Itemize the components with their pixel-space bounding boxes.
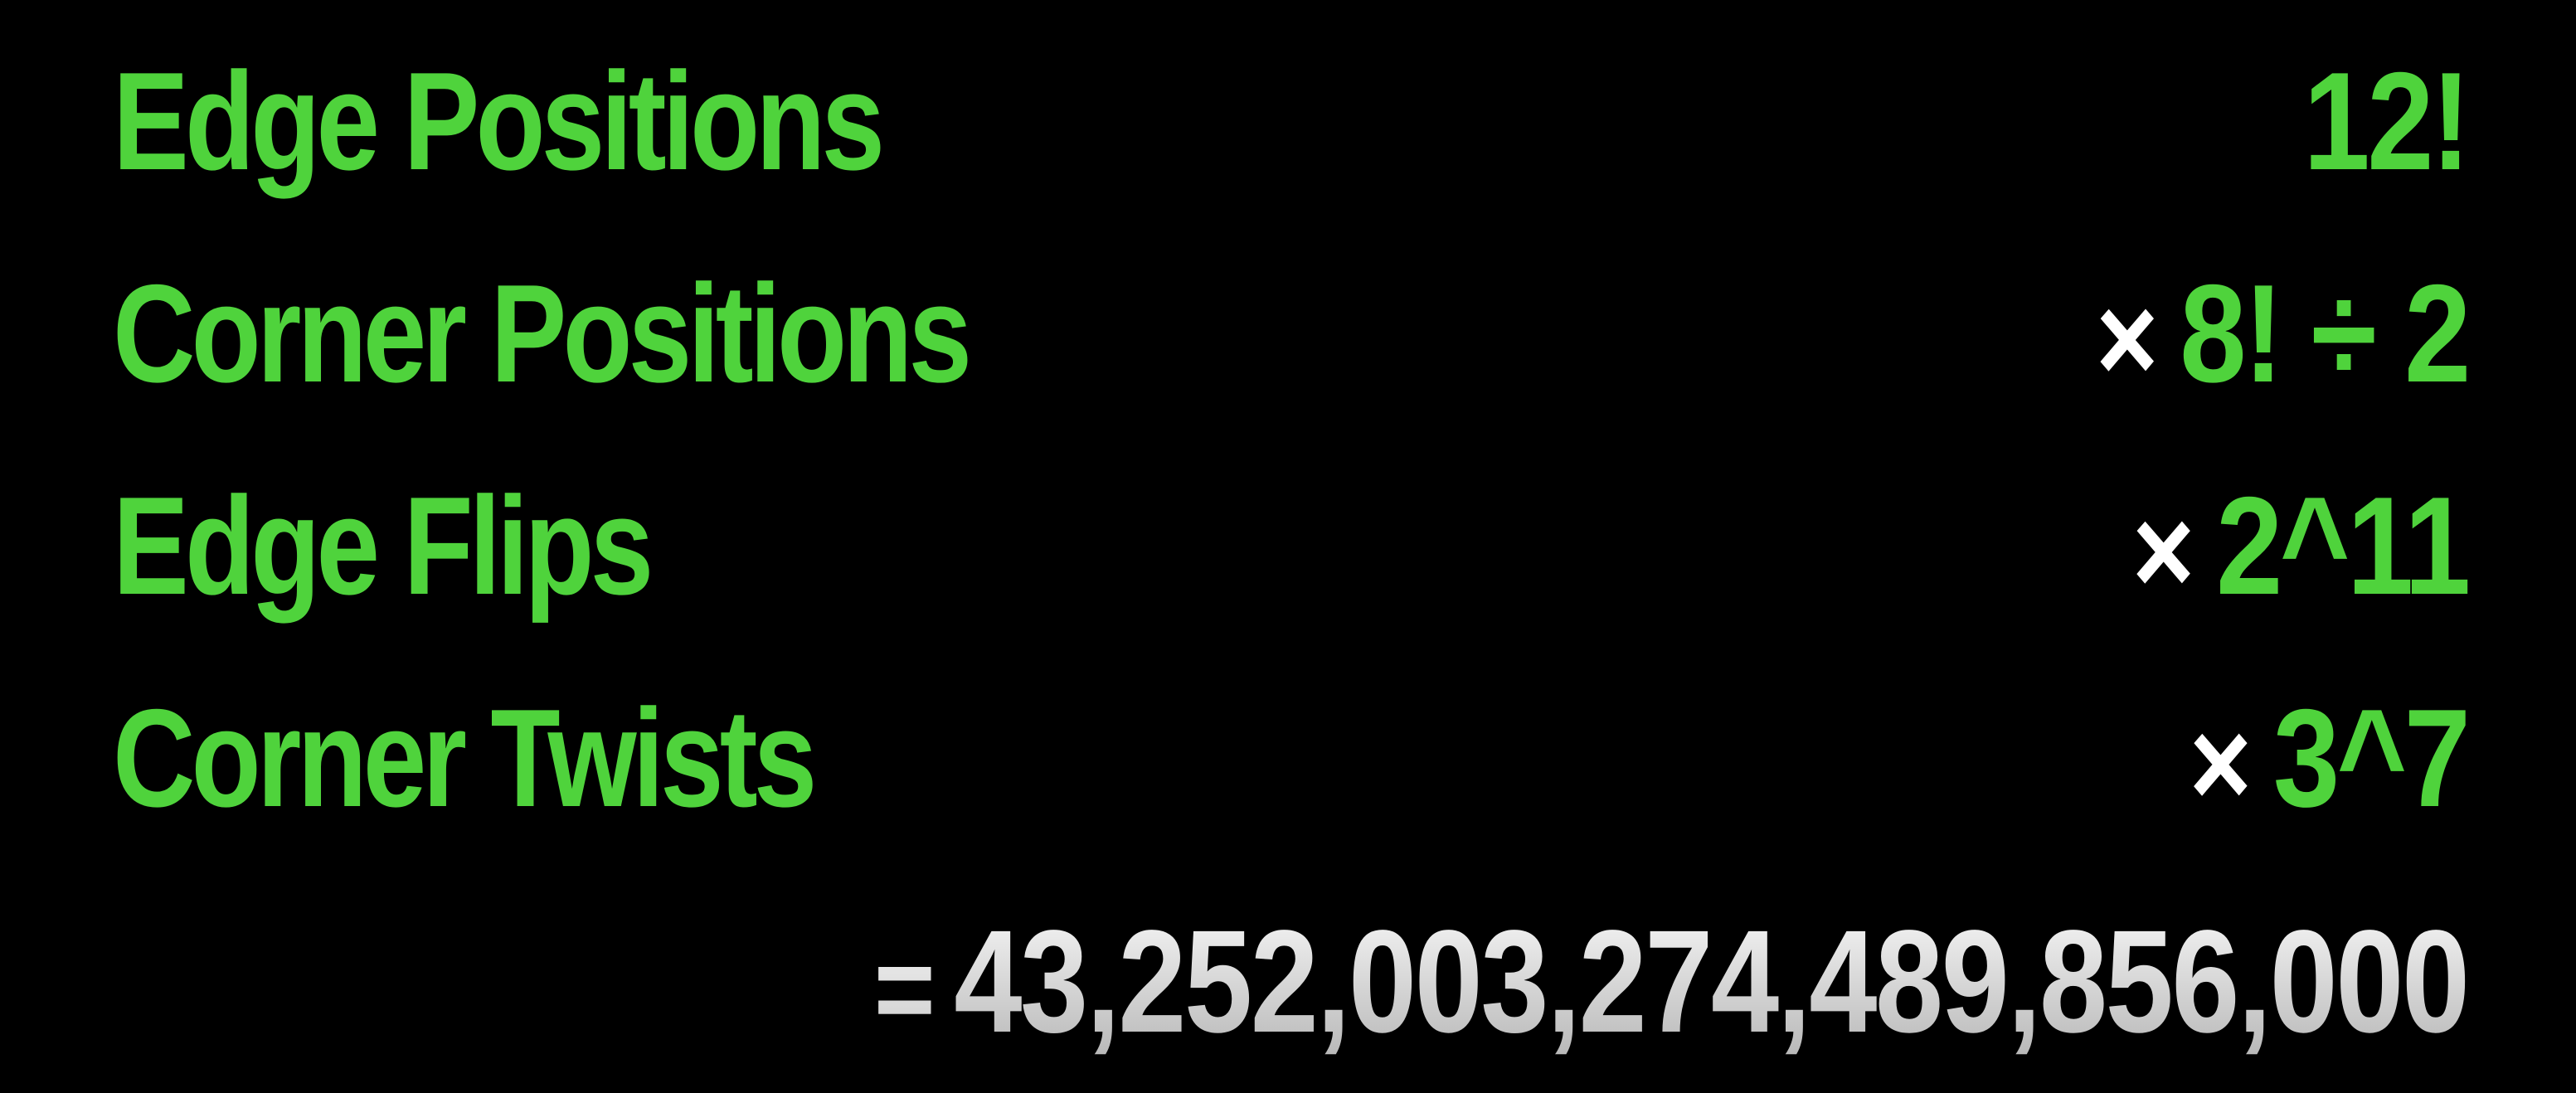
row-value-group: × 2^11	[2132, 476, 2471, 615]
row-label: Corner Twists	[113, 680, 817, 836]
row-label: Edge Flips	[113, 468, 654, 624]
row-value-group: × 8! ÷ 2	[2096, 264, 2471, 403]
multiply-symbol: ×	[2190, 693, 2252, 833]
row-value: 3^7	[2273, 680, 2471, 836]
row-corner-twists: Corner Twists × 3^7	[113, 670, 2471, 836]
row-edge-flips: Edge Flips × 2^11	[113, 458, 2471, 624]
row-value-group: × 3^7	[2190, 688, 2471, 828]
total-value-group: = 43,252,003,274,489,856,000	[874, 909, 2468, 1055]
row-value: 8! ÷ 2	[2180, 255, 2471, 411]
row-label: Edge Positions	[113, 43, 885, 199]
multiply-symbol: ×	[2096, 269, 2158, 408]
total-value: 43,252,003,274,489,856,000	[954, 901, 2468, 1063]
row-edge-positions: Edge Positions 12!	[113, 33, 2472, 199]
row-label: Corner Positions	[113, 255, 972, 411]
multiply-symbol: ×	[2132, 481, 2194, 620]
row-value-group: 12!	[2304, 51, 2472, 191]
total-row: = 43,252,003,274,489,856,000	[113, 889, 2468, 1055]
equals-symbol: =	[874, 919, 936, 1058]
row-corner-positions: Corner Positions × 8! ÷ 2	[113, 245, 2471, 411]
row-value: 12!	[2303, 43, 2472, 199]
row-value: 2^11	[2216, 468, 2471, 624]
